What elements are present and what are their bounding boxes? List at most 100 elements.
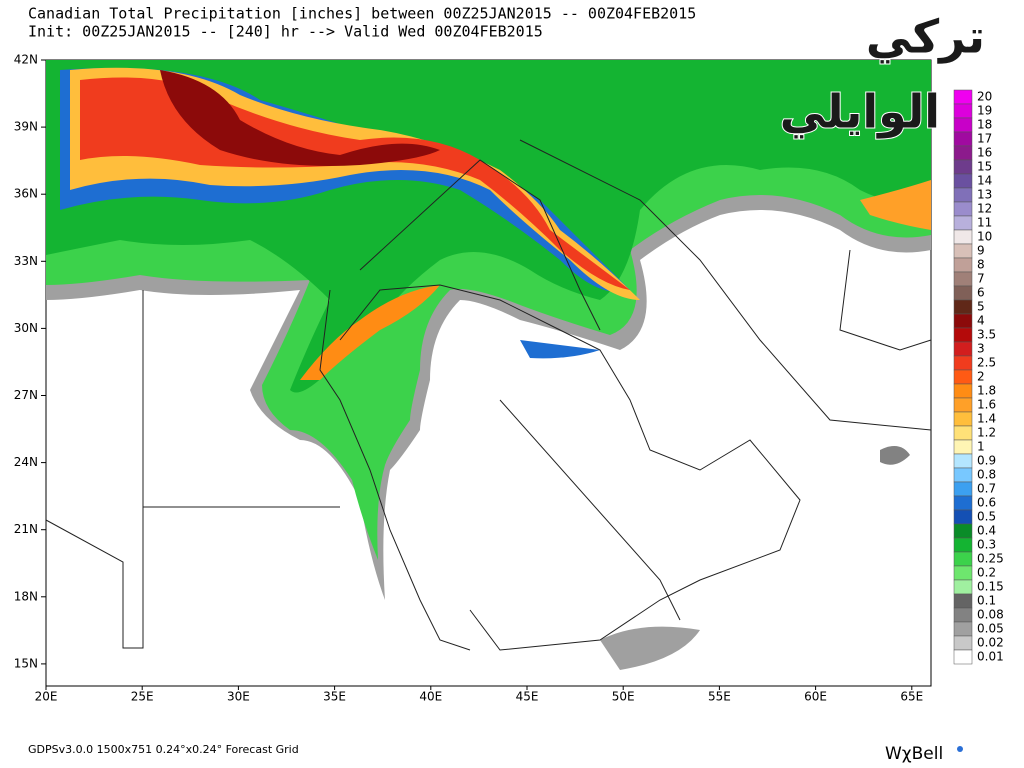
colorbar-cell <box>953 173 973 189</box>
colorbar-label: 0.1 <box>977 594 996 608</box>
colorbar-cell <box>953 621 973 637</box>
axis-labels: 42N 39N 36N 33N 30N 27N 24N 21N 18N 15N 20E 25E 30E 3… <box>14 53 923 704</box>
lat-label: 36N <box>14 187 38 201</box>
colorbar-label: 1.8 <box>977 384 996 398</box>
colorbar-label: 9 <box>977 244 985 258</box>
borders <box>45 139 932 651</box>
colorbar-cell <box>953 257 973 273</box>
colorbar-label: 10 <box>977 230 992 244</box>
colorbar-label: 0.15 <box>977 580 1004 594</box>
colorbar-label: 1.4 <box>977 412 996 426</box>
colorbar-label: 0.02 <box>977 636 1004 650</box>
lat-label: 39N <box>14 120 38 134</box>
colorbar-cell <box>953 383 973 399</box>
footer-grid: GDPSv3.0.0 1500x751 0.24°x0.24° Forecast… <box>28 743 299 756</box>
watermark-line1: تركي <box>866 10 985 64</box>
lat-label: 27N <box>14 388 38 402</box>
colorbar-label: 2 <box>977 370 985 384</box>
colorbar-label: 1.6 <box>977 398 996 412</box>
colorbar-label: 18 <box>977 118 992 132</box>
colorbar-cell <box>953 481 973 497</box>
colorbar-cell <box>953 467 973 483</box>
colorbar-cell <box>953 565 973 581</box>
lat-label: 33N <box>14 254 38 268</box>
colorbar-cell <box>953 551 973 567</box>
colorbar-label: 16 <box>977 146 992 160</box>
colorbar-label: 4 <box>977 314 985 328</box>
colorbar-label: 3 <box>977 342 985 356</box>
colorbar-cell <box>953 299 973 315</box>
colorbar-label: 11 <box>977 216 992 230</box>
colorbar-cell <box>953 341 973 357</box>
colorbar-cell <box>953 271 973 287</box>
colorbar-cell <box>953 607 973 623</box>
lon-label: 50E <box>612 690 635 704</box>
lon-label: 45E <box>516 690 539 704</box>
lon-label: 35E <box>323 690 346 704</box>
colorbar-label: 12 <box>977 202 992 216</box>
colorbar-label: 0.3 <box>977 538 996 552</box>
precip-field <box>46 60 931 670</box>
lat-label: 30N <box>14 321 38 335</box>
colorbar-label: 0.5 <box>977 510 996 524</box>
colorbar-label: 0.6 <box>977 496 996 510</box>
colorbar-cell <box>953 229 973 245</box>
colorbar-cell <box>953 397 973 413</box>
colorbar-cell <box>953 313 973 329</box>
logo-dot <box>957 746 963 752</box>
map <box>45 59 932 687</box>
colorbar-label: 14 <box>977 174 992 188</box>
colorbar-cell <box>953 355 973 371</box>
colorbar-cell <box>953 523 973 539</box>
colorbar-label: 0.01 <box>977 650 1004 664</box>
lon-label: 40E <box>419 690 442 704</box>
colorbar-cell <box>953 537 973 553</box>
colorbar-cell <box>953 243 973 259</box>
colorbar-label: 0.05 <box>977 622 1004 636</box>
lat-label: 21N <box>14 522 38 536</box>
colorbar-cell <box>953 131 973 147</box>
lon-label: 65E <box>900 690 923 704</box>
colorbar-cell <box>953 593 973 609</box>
lon-label: 55E <box>708 690 731 704</box>
title: Canadian Total Precipitation [inches] be… <box>28 5 696 23</box>
colorbar-cell <box>953 649 973 665</box>
colorbar-label: 0.8 <box>977 468 996 482</box>
colorbar-cell <box>953 215 973 231</box>
colorbar-cell <box>953 285 973 301</box>
colorbar-cell <box>953 579 973 595</box>
colorbar-label: 20 <box>977 90 992 104</box>
colorbar-cell <box>953 145 973 161</box>
footer-logo: WχBell <box>885 744 943 764</box>
lon-label: 60E <box>804 690 827 704</box>
colorbar-label: 0.9 <box>977 454 996 468</box>
colorbar-label: 0.2 <box>977 566 996 580</box>
colorbar-cell <box>953 201 973 217</box>
watermark-line2: الوايلي <box>780 85 940 139</box>
lat-label: 18N <box>14 589 38 603</box>
colorbar-label: 1.2 <box>977 426 996 440</box>
colorbar: 20191817161514131211109876543.532.521.81… <box>953 89 1004 665</box>
colorbar-cell <box>953 159 973 175</box>
lon-label: 25E <box>131 690 154 704</box>
colorbar-cell <box>953 103 973 119</box>
colorbar-label: 0.25 <box>977 552 1004 566</box>
colorbar-cell <box>953 89 973 105</box>
colorbar-cell <box>953 187 973 203</box>
colorbar-cell <box>953 327 973 343</box>
colorbar-label: 8 <box>977 258 985 272</box>
colorbar-label: 0.4 <box>977 524 996 538</box>
colorbar-label: 3.5 <box>977 328 996 342</box>
lat-label: 15N <box>14 656 38 670</box>
colorbar-cell <box>953 439 973 455</box>
colorbar-label: 7 <box>977 272 985 286</box>
lat-label: 42N <box>14 53 38 67</box>
colorbar-label: 19 <box>977 104 992 118</box>
colorbar-cell <box>953 117 973 133</box>
colorbar-label: 17 <box>977 132 992 146</box>
colorbar-label: 0.7 <box>977 482 996 496</box>
colorbar-cell <box>953 453 973 469</box>
colorbar-cell <box>953 425 973 441</box>
subtitle: Init: 00Z25JAN2015 -- [240] hr --> Valid… <box>28 23 543 41</box>
